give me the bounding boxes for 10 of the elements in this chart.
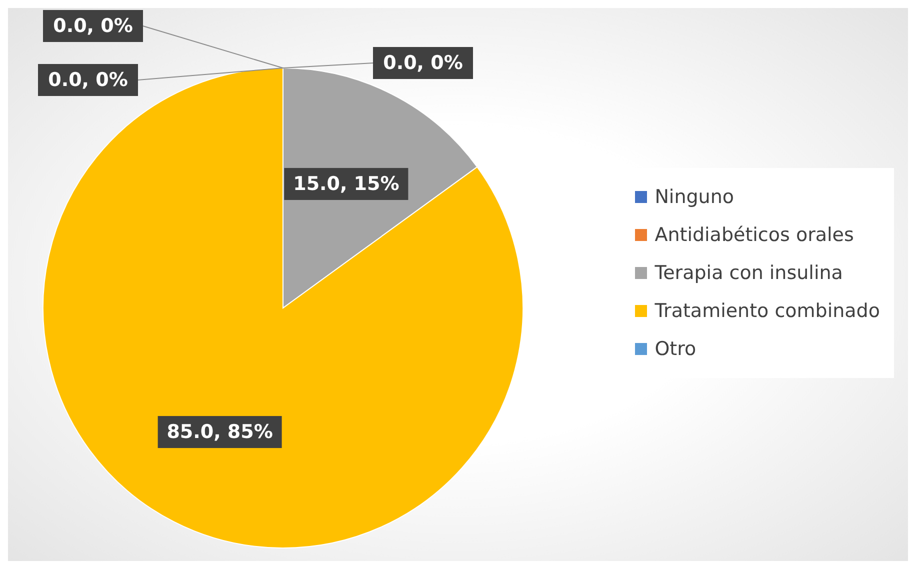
legend-label: Otro	[654, 337, 696, 362]
text: 0.0, 0%	[383, 52, 463, 74]
legend-label: Terapia con insulina	[654, 261, 843, 286]
legend-label: Ninguno	[654, 185, 734, 210]
data-label: 15.0, 15%	[293, 172, 400, 195]
text: 0.0, 0%	[53, 15, 133, 37]
data-label: 85.0, 85%	[166, 421, 273, 444]
text: 0.0, 0%	[48, 69, 128, 91]
legend-label: Antidiabéticos orales	[654, 223, 854, 248]
slice-label: Tratamiento combinado	[654, 299, 880, 324]
